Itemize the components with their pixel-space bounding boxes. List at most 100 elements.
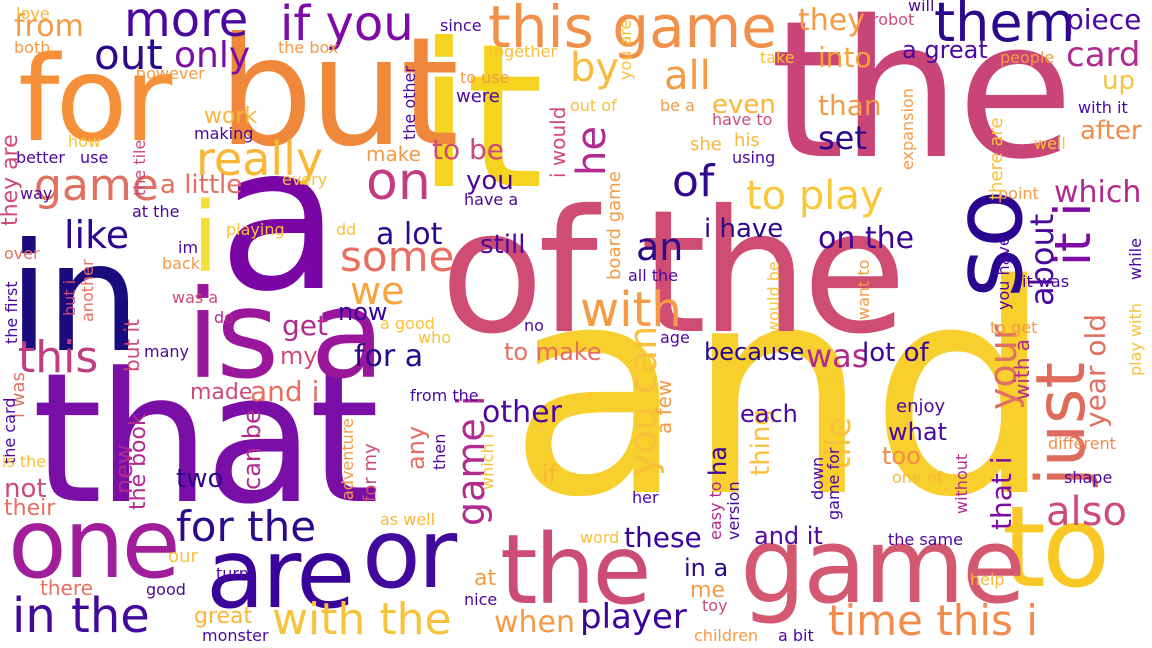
word: but i	[60, 279, 79, 316]
word: how	[68, 132, 102, 151]
word: expansion	[898, 88, 917, 170]
word: word	[580, 528, 620, 547]
word: or	[362, 498, 457, 610]
word: of the	[440, 174, 907, 372]
word: using	[732, 148, 776, 167]
word: would be	[764, 261, 783, 334]
word: more	[124, 0, 249, 48]
word: two	[176, 464, 224, 494]
word: after	[1080, 116, 1142, 146]
word: playing	[226, 220, 285, 239]
word: any	[402, 425, 430, 470]
word: to use	[460, 68, 510, 87]
word: to make	[504, 338, 602, 366]
word: adventure	[338, 418, 357, 500]
word: on	[366, 152, 431, 212]
word: this game	[488, 0, 777, 61]
word: and i	[250, 375, 320, 408]
word: some	[340, 232, 455, 281]
word: you	[466, 166, 514, 196]
word: but	[218, 6, 459, 180]
word: than	[818, 89, 882, 122]
word: version	[724, 481, 743, 540]
word: player	[580, 597, 687, 637]
word: because	[704, 338, 805, 366]
word: use	[80, 148, 109, 167]
word: you have	[994, 236, 1013, 310]
word: what	[888, 418, 947, 446]
word: which	[1054, 175, 1142, 210]
word: age	[660, 328, 690, 347]
word: too	[882, 442, 921, 470]
word: then	[430, 433, 449, 470]
word: even	[712, 90, 776, 120]
word: her	[632, 488, 659, 507]
word: from the	[410, 386, 479, 405]
word: people	[1000, 48, 1055, 67]
word: turn	[216, 564, 249, 583]
word: lot of	[862, 338, 929, 368]
word: me	[690, 578, 725, 603]
word: the tile	[130, 139, 149, 196]
word: a little	[160, 170, 243, 200]
word: back	[162, 254, 201, 273]
word: enjoy	[896, 396, 946, 417]
word: card	[1066, 35, 1141, 75]
word: without	[952, 453, 971, 514]
word: set	[818, 119, 867, 157]
word: it	[416, 1, 544, 234]
word: into	[818, 41, 872, 74]
word: up	[1102, 66, 1135, 96]
word: their	[4, 496, 56, 521]
word: will	[908, 0, 935, 15]
word: in the	[12, 588, 150, 644]
word: good	[146, 580, 186, 599]
word: better	[16, 148, 65, 167]
word: over	[4, 244, 40, 263]
word: by	[570, 45, 620, 91]
word: in a	[684, 554, 729, 582]
word: shape	[1064, 468, 1113, 487]
word: from	[14, 9, 84, 44]
word: which i	[478, 433, 497, 490]
word: she	[690, 134, 722, 155]
word: however	[136, 64, 205, 83]
word: is the	[2, 452, 47, 471]
word: have to	[712, 110, 773, 129]
word: children	[694, 626, 759, 645]
word: toy	[702, 596, 728, 615]
word: with the	[272, 594, 452, 645]
word: and	[508, 224, 1054, 561]
word: was a	[172, 288, 219, 307]
word: that	[32, 335, 380, 544]
word: out of	[570, 96, 617, 115]
word: all the	[628, 266, 679, 285]
word: dd	[336, 220, 357, 239]
word: my	[280, 342, 318, 370]
word: the	[500, 514, 652, 626]
word: only	[174, 35, 251, 76]
word: do	[214, 308, 234, 327]
word: our	[168, 546, 198, 567]
word: im	[178, 238, 199, 257]
word: to be	[432, 133, 505, 166]
word: i have	[704, 214, 784, 244]
word: made	[190, 380, 253, 405]
word: game for	[824, 447, 843, 520]
word: are	[206, 518, 355, 630]
word: the	[770, 0, 1074, 201]
word: his	[734, 130, 760, 151]
word: a	[218, 103, 341, 336]
word: i	[192, 182, 219, 294]
word: together	[488, 42, 557, 61]
word: get	[282, 309, 328, 342]
word: the book	[126, 413, 151, 510]
word: other	[482, 395, 562, 430]
word: there are	[986, 117, 1007, 200]
word: great	[194, 604, 253, 629]
word: there	[40, 576, 93, 600]
word: time this i	[828, 596, 1038, 645]
word: help	[970, 570, 1005, 589]
word: take	[760, 48, 795, 67]
